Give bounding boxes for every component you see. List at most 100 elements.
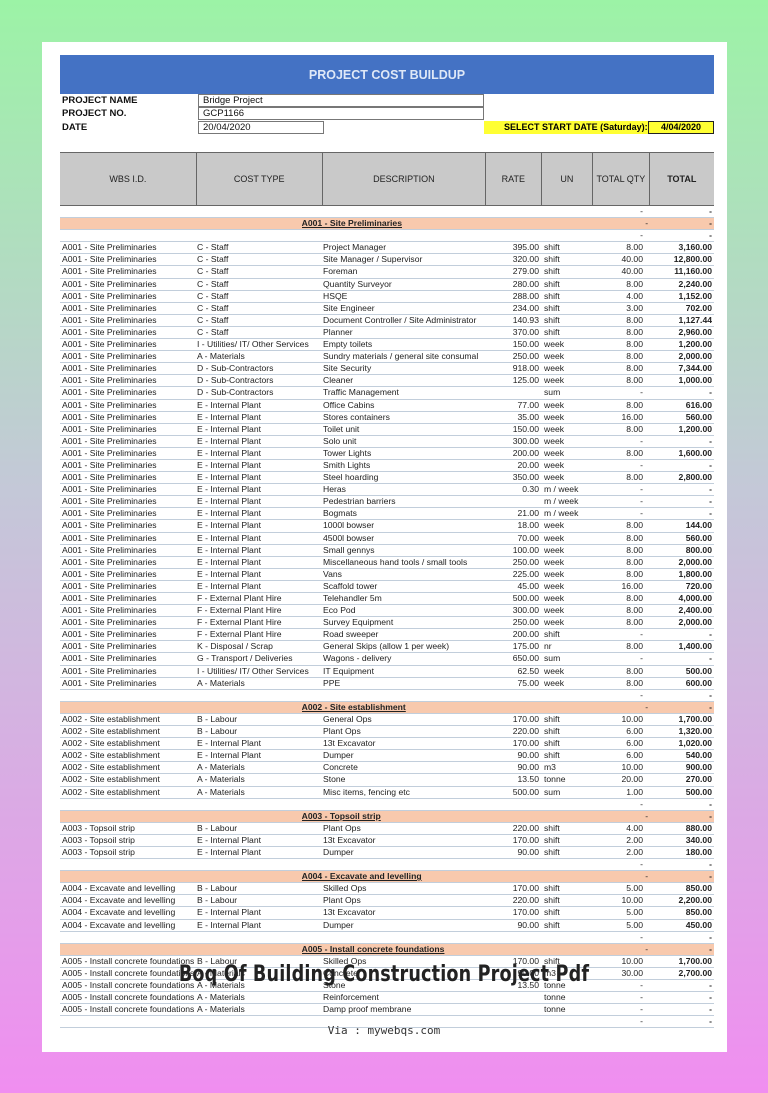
cell-total-qty: - — [640, 689, 643, 700]
cell-cost-type: E - Internal Plant — [197, 423, 262, 434]
cell-wbs-id: A001 - Site Preliminaries — [62, 447, 157, 458]
subtotal-row: -- — [60, 690, 714, 702]
table-row: A003 - Topsoil strip E - Internal Plant Du… — [60, 846, 714, 860]
cell-total-qty: 8.00 — [626, 314, 643, 325]
cell-cost-type: E - Internal Plant — [197, 544, 262, 555]
cell-total: 2,000.00 — [678, 617, 712, 628]
cell-cost-type: E - Internal Plant — [197, 459, 262, 470]
cell-rate: 288.00 — [512, 290, 539, 301]
cell-cost-type: A - Materials — [197, 980, 245, 990]
cell-wbs-id: A002 - Site establishment — [62, 713, 160, 724]
table-row: A001 - Site Preliminaries D - Sub-Contrac… — [60, 363, 714, 376]
cell-total-qty: 8.00 — [626, 472, 643, 483]
table-row: A001 - Site Preliminaries A - Materials Su… — [60, 351, 714, 364]
cell-rate: 500.00 — [512, 593, 539, 603]
date-field[interactable]: 20/04/2020 — [198, 121, 324, 134]
cell-rate: 650.00 — [512, 653, 539, 664]
cell-unit: shift — [544, 895, 560, 906]
cell-description: Document Controller / Site Administrator — [323, 314, 477, 325]
cell-description: Cleaner — [323, 375, 354, 386]
cell-cost-type: E - Internal Plant — [197, 532, 262, 543]
table-row: A001 - Site Preliminaries C - Staff Quanti… — [60, 279, 714, 291]
table-row: A001 - Site Preliminaries C - Staff Site M… — [60, 254, 714, 267]
project-no-field[interactable]: GCP1166 — [198, 107, 484, 120]
cell-rate: 150.00 — [512, 339, 539, 350]
cell-cost-type: E - Internal Plant — [197, 580, 262, 591]
cell-unit: m / week — [544, 484, 579, 495]
cell-wbs-id: A001 - Site Preliminaries — [62, 617, 157, 628]
cell-cost-type: B - Labour — [197, 895, 238, 906]
cell-total-qty: 8.00 — [626, 605, 643, 616]
spacer — [60, 230, 593, 241]
col-wbs-id: WBS I.D. — [109, 174, 147, 184]
cell-total: - — [709, 943, 712, 954]
cell-total-qty: 30.00 — [621, 967, 643, 978]
cell-cost-type: A - Materials — [197, 762, 245, 773]
cell-total: - — [709, 459, 712, 470]
cell-total: 180.00 — [685, 846, 712, 857]
cell-total: - — [709, 980, 712, 990]
cell-wbs-id: A004 - Excavate and levelling — [62, 907, 176, 918]
cell-total-qty: 10.00 — [621, 955, 643, 966]
cell-total: - — [709, 798, 712, 809]
cell-wbs-id: A002 - Site establishment — [62, 726, 160, 737]
spacer — [60, 218, 302, 229]
cell-description: Planner — [323, 326, 353, 337]
cell-description: Site Engineer — [323, 302, 375, 313]
cell-rate: 90.00 — [517, 919, 539, 930]
cell-rate: 70.00 — [517, 532, 539, 543]
cell-description: Sundry materials / general site consumal — [323, 351, 479, 362]
cell-unit: m3 — [544, 762, 556, 773]
cell-total: - — [709, 859, 712, 870]
cell-unit: shift — [544, 242, 560, 253]
start-date-selector: SELECT START DATE (Saturday): 4/04/2020 — [484, 121, 714, 134]
cell-total-qty: 6.00 — [626, 726, 643, 737]
cell-cost-type: C - Staff — [197, 302, 229, 313]
cell-unit: shift — [544, 834, 560, 845]
cell-description: HSQE — [323, 290, 348, 301]
cell-total-qty: - — [645, 701, 649, 712]
section-title: A003 - Topsoil strip — [301, 810, 381, 821]
cell-cost-type: A - Materials — [197, 677, 245, 688]
cell-total: 1,700.00 — [678, 955, 712, 966]
cell-cost-type: C - Staff — [197, 242, 229, 253]
cell-rate: 279.00 — [512, 266, 539, 277]
cell-total: 616.00 — [685, 399, 712, 410]
cell-total: 2,000.00 — [678, 351, 712, 362]
cell-wbs-id: A001 - Site Preliminaries — [62, 532, 157, 543]
cell-wbs-id: A001 - Site Preliminaries — [62, 254, 157, 265]
cell-total-qty: 10.00 — [621, 895, 643, 906]
cell-rate: 250.00 — [512, 617, 539, 628]
col-total: TOTAL — [648, 153, 714, 205]
cell-total: 1,020.00 — [678, 738, 712, 749]
cell-description: Office Cabins — [323, 399, 375, 410]
cell-rate: 90.00 — [517, 967, 539, 978]
cell-wbs-id: A004 - Excavate and levelling — [62, 919, 176, 930]
cell-rate: 62.50 — [517, 665, 539, 676]
cell-unit: week — [544, 605, 565, 616]
table-row: A002 - Site establishment B - Labour Plant… — [60, 726, 714, 739]
cell-total: 1,200.00 — [678, 339, 712, 350]
subtotal-row: -- — [60, 799, 714, 811]
cell-total: 1,200.00 — [678, 423, 712, 434]
table-row: A001 - Site Preliminaries C - Staff Forema… — [60, 266, 714, 279]
cell-total: 2,000.00 — [678, 556, 712, 567]
cell-total-qty: 2.00 — [626, 846, 643, 857]
cell-wbs-id: A004 - Excavate and levelling — [62, 883, 176, 894]
start-date-field[interactable]: 4/04/2020 — [648, 121, 714, 134]
cell-rate: 21.00 — [517, 508, 539, 519]
cell-wbs-id: A001 - Site Preliminaries — [62, 641, 157, 652]
subtotal-row: -- — [60, 206, 714, 219]
cell-description: Damp proof membrane — [323, 1004, 412, 1015]
cell-total-qty: 5.00 — [626, 907, 643, 918]
table-row: A002 - Site establishment E - Internal Pl… — [60, 750, 714, 763]
cell-unit: tonne — [544, 774, 566, 785]
cell-rate: 280.00 — [512, 278, 539, 289]
cell-total: - — [709, 653, 712, 664]
subtotal-row: -- — [60, 1016, 714, 1029]
cell-total: 1,600.00 — [678, 447, 712, 458]
cell-description: 4500l bowser — [323, 532, 375, 543]
cell-wbs-id: A001 - Site Preliminaries — [62, 484, 157, 495]
project-name-field[interactable]: Bridge Project — [198, 94, 484, 107]
section-title: A001 - Site Preliminaries — [301, 218, 402, 229]
